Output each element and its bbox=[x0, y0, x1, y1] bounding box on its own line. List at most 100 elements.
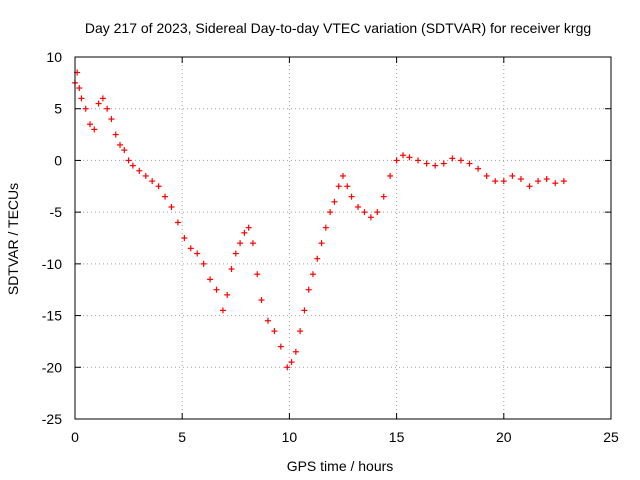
data-point bbox=[174, 219, 181, 226]
x-tick-label: 20 bbox=[496, 429, 512, 445]
data-point bbox=[258, 297, 265, 304]
data-point bbox=[348, 193, 355, 200]
y-tick-label: 0 bbox=[54, 152, 62, 168]
data-point bbox=[314, 255, 321, 262]
data-point bbox=[492, 178, 499, 185]
y-tick-label: -15 bbox=[42, 308, 62, 324]
data-point bbox=[288, 359, 295, 366]
data-point bbox=[121, 147, 128, 154]
x-tick-label: 0 bbox=[71, 429, 79, 445]
data-point bbox=[264, 317, 271, 324]
data-point bbox=[560, 178, 567, 185]
data-point bbox=[95, 100, 102, 107]
data-point bbox=[245, 224, 252, 231]
data-point bbox=[162, 193, 169, 200]
data-point bbox=[301, 307, 308, 314]
data-point bbox=[224, 291, 231, 298]
data-point bbox=[335, 183, 342, 190]
data-point bbox=[361, 209, 368, 216]
data-point bbox=[249, 240, 256, 247]
data-point bbox=[475, 165, 482, 172]
data-point bbox=[344, 183, 351, 190]
data-point bbox=[440, 160, 447, 167]
data-point bbox=[91, 126, 98, 133]
data-point bbox=[149, 178, 156, 185]
data-point bbox=[187, 245, 194, 252]
data-point bbox=[168, 203, 175, 210]
data-point bbox=[318, 240, 325, 247]
data-point bbox=[457, 157, 464, 164]
data-point bbox=[305, 286, 312, 293]
data-point bbox=[449, 155, 456, 162]
data-point bbox=[380, 193, 387, 200]
data-point bbox=[87, 121, 94, 128]
data-point bbox=[207, 276, 214, 283]
y-tick-label: -20 bbox=[42, 359, 62, 375]
data-markers bbox=[72, 69, 567, 371]
x-tick-label: 15 bbox=[389, 429, 405, 445]
data-point bbox=[331, 198, 338, 205]
data-point bbox=[112, 131, 119, 138]
data-point bbox=[393, 157, 400, 164]
data-point bbox=[117, 141, 124, 148]
tick-labels: 0 5 10 15 20 25 10 5 0 -5 -10 -15 -20 -25 bbox=[42, 49, 619, 445]
data-point bbox=[406, 154, 413, 161]
data-point bbox=[297, 328, 304, 335]
data-point bbox=[155, 183, 162, 190]
data-point bbox=[284, 364, 291, 371]
data-point bbox=[552, 180, 559, 187]
data-point bbox=[340, 172, 346, 179]
data-point bbox=[228, 266, 235, 273]
x-axis-label: GPS time / hours bbox=[287, 458, 394, 474]
data-point bbox=[322, 224, 329, 231]
data-point bbox=[292, 348, 299, 355]
data-point bbox=[526, 183, 533, 190]
data-point bbox=[241, 229, 248, 236]
data-point bbox=[400, 152, 407, 159]
data-point bbox=[82, 105, 89, 112]
data-point bbox=[108, 116, 115, 123]
data-point bbox=[543, 176, 550, 183]
data-point bbox=[99, 95, 106, 102]
data-point bbox=[271, 328, 278, 335]
data-point bbox=[125, 157, 132, 164]
grid-lines bbox=[74, 56, 612, 420]
plot-frame bbox=[74, 56, 612, 420]
data-point bbox=[432, 162, 439, 169]
data-point bbox=[104, 105, 111, 112]
data-point bbox=[483, 172, 490, 179]
x-tick-label: 5 bbox=[178, 429, 186, 445]
data-point bbox=[219, 307, 226, 314]
data-point bbox=[500, 178, 507, 185]
data-point bbox=[142, 172, 149, 179]
data-point bbox=[466, 160, 473, 167]
y-tick-label: -5 bbox=[50, 204, 63, 220]
data-point bbox=[327, 209, 334, 216]
data-point bbox=[237, 240, 244, 247]
data-point bbox=[535, 178, 542, 185]
data-point bbox=[309, 271, 316, 278]
y-tick-label: -25 bbox=[42, 411, 62, 427]
data-point bbox=[232, 250, 239, 257]
data-point bbox=[374, 209, 381, 216]
data-point bbox=[415, 157, 422, 164]
y-tick-label: 5 bbox=[54, 101, 62, 117]
data-point bbox=[181, 235, 188, 241]
data-point bbox=[254, 271, 261, 278]
data-point bbox=[423, 160, 430, 167]
data-point bbox=[517, 176, 524, 183]
chart-title: Day 217 of 2023, Sidereal Day-to-day VTE… bbox=[85, 20, 591, 36]
y-axis-label: SDTVAR / TECUs bbox=[5, 183, 21, 295]
x-tick-label: 25 bbox=[603, 429, 619, 445]
data-point bbox=[355, 203, 362, 210]
data-point bbox=[76, 85, 83, 92]
y-tick-label: -10 bbox=[42, 256, 62, 272]
data-point bbox=[136, 167, 143, 174]
data-point bbox=[213, 286, 220, 293]
data-point bbox=[367, 214, 374, 221]
data-point bbox=[129, 162, 136, 169]
data-point bbox=[200, 260, 207, 267]
data-point bbox=[78, 95, 85, 102]
data-point bbox=[194, 250, 201, 257]
